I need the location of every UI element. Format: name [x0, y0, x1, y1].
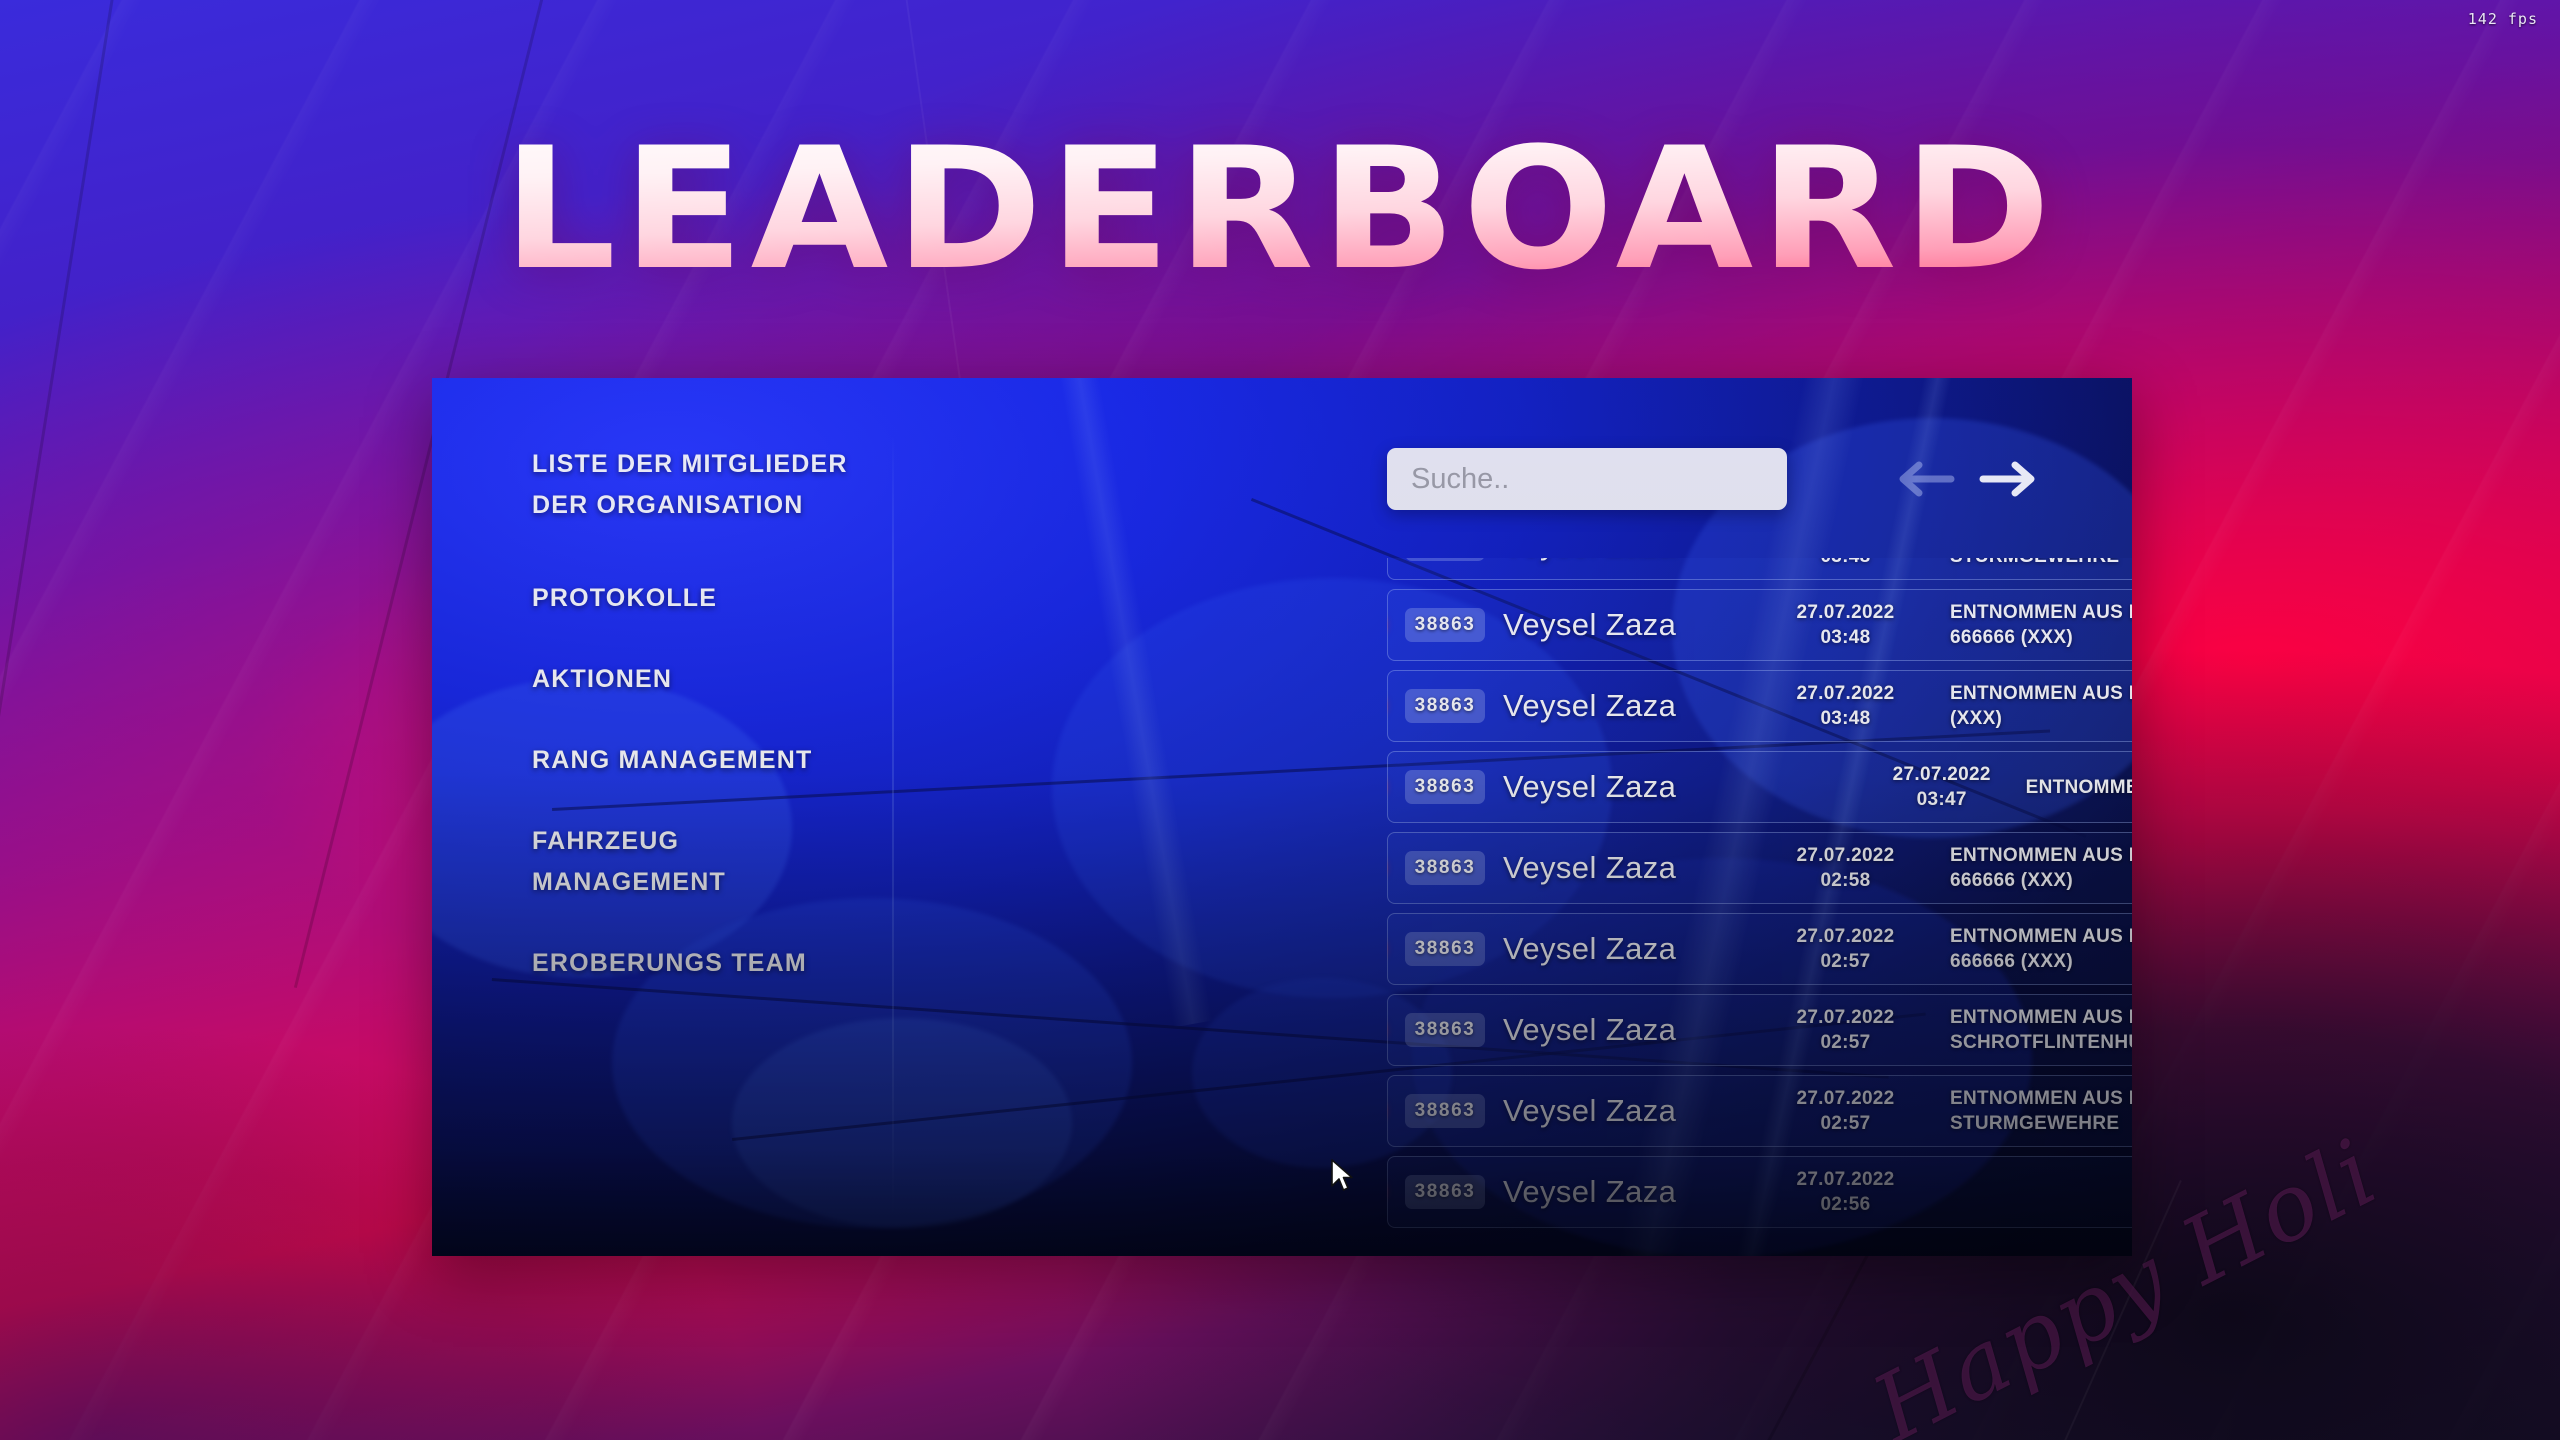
sidebar-item-protokolle[interactable]: PROTOKOLLE — [532, 584, 718, 612]
arrow-left-icon[interactable] — [1891, 457, 1955, 501]
page-title: LEADERBOARD — [0, 125, 2560, 293]
log-timestamp: 27.07.2022 03:48 — [1796, 602, 1895, 648]
log-description: ENTNOMMEN AUS DEM BESTAND 1 STURMGEWEHR … — [1950, 602, 2132, 648]
log-timestamp: 27.07.2022 02:57 — [1796, 926, 1895, 972]
leaderboard-panel: LISTE DER MITGLIEDER DER ORGANISATION PR… — [432, 378, 2132, 1256]
log-timestamp: 27.07.2022 02:56 — [1796, 1169, 1895, 1215]
activity-log-rows: 38863 Veysel Zaza 27.07.2022 03:48 ENTNOMME… — [1387, 558, 2132, 1237]
log-description: ENTNOMMEN AUS DEM BESTAND 200 MUNITION F… — [1950, 1088, 2132, 1134]
member-id-badge: 38863 — [1405, 689, 1485, 723]
sidebar-item-rang-management[interactable]: RANG MANAGEMENT — [532, 746, 813, 774]
member-id-badge: 38863 — [1405, 851, 1485, 885]
log-description: ENTNOMMEN AUS DEM BESTAND 1 REVOLVER 666… — [1950, 683, 2132, 729]
member-name: Veysel Zaza — [1503, 1174, 1677, 1209]
table-row[interactable]: 38863 Veysel Zaza 27.07.2022 02:57 ENTNOMME… — [1387, 913, 2132, 985]
member-name: Veysel Zaza — [1503, 769, 1677, 804]
member-name: Veysel Zaza — [1503, 1093, 1677, 1128]
member-name: Veysel Zaza — [1503, 850, 1677, 885]
member-id-badge: 38863 — [1405, 770, 1485, 804]
member-id-badge: 38863 — [1405, 932, 1485, 966]
member-name: Veysel Zaza — [1503, 1012, 1677, 1047]
table-row[interactable]: 38863 Veysel Zaza 27.07.2022 02:57 ENTNOMME… — [1387, 1075, 2132, 1147]
member-id-badge: 38863 — [1405, 608, 1485, 642]
sidebar-item-eroberungs-team[interactable]: EROBERUNGS TEAM — [532, 949, 807, 977]
sidebar-item-aktionen[interactable]: AKTIONEN — [532, 665, 673, 693]
sidebar: LISTE DER MITGLIEDER DER ORGANISATION PR… — [432, 378, 892, 1256]
table-row[interactable]: 38863 Veysel Zaza 27.07.2022 03:47 ENTNOMME… — [1387, 751, 2132, 823]
member-id-badge: 38863 — [1405, 1013, 1485, 1047]
member-name: Veysel Zaza — [1503, 688, 1677, 723]
log-timestamp: 27.07.2022 02:57 — [1796, 1007, 1895, 1053]
table-row[interactable]: 38863 Veysel Zaza 27.07.2022 02:57 ENTNOMME… — [1387, 994, 2132, 1066]
log-description: ENTNOMMEN AUS DEM BESTAND 1 STURMGEWEHR … — [1950, 926, 2132, 972]
member-id-badge: 38863 — [1405, 1175, 1485, 1209]
table-row[interactable]: 38863 Veysel Zaza 27.07.2022 02:58 ENTNOMME… — [1387, 832, 2132, 904]
toolbar — [1387, 448, 2043, 510]
activity-log-list[interactable]: 38863 Veysel Zaza 27.07.2022 03:48 ENTNOMME… — [1387, 558, 2132, 1248]
log-timestamp: 27.07.2022 03:47 — [1892, 764, 1991, 810]
log-description: ENTNOMMEN AUS DEM BESTAND 1 VAGOS-WESTE — [2025, 776, 2132, 798]
member-name: Veysel Zaza — [1503, 931, 1677, 966]
log-timestamp: 27.07.2022 03:48 — [1753, 558, 1938, 569]
member-name: Veysel Zaza — [1503, 558, 1753, 562]
log-timestamp: 27.07.2022 03:48 — [1796, 683, 1895, 729]
log-description: ENTNOMMEN AUS DEM BESTAND 200 MUNITION F… — [1938, 558, 2132, 569]
log-description: ENTNOMMEN AUS DEM BESTAND 20 SCHROTFLINT… — [1950, 1007, 2132, 1053]
search-input[interactable] — [1387, 448, 1787, 510]
sidebar-item-fahrzeug-management[interactable]: FAHRZEUG MANAGEMENT — [532, 827, 726, 896]
arrow-right-icon[interactable] — [1979, 457, 2043, 501]
member-name: Veysel Zaza — [1503, 607, 1677, 642]
table-row[interactable]: 38863 Veysel Zaza 27.07.2022 03:48 ENTNOMME… — [1387, 670, 2132, 742]
table-row[interactable]: 38863 Veysel Zaza 27.07.2022 03:48 ENTNOMME… — [1387, 589, 2132, 661]
member-id-badge: 38863 — [1405, 1094, 1485, 1128]
member-id-badge: 38863 — [1405, 558, 1485, 561]
log-timestamp: 27.07.2022 02:57 — [1796, 1088, 1895, 1134]
pagination-controls — [1891, 457, 2043, 501]
table-row[interactable]: 38863 Veysel Zaza 27.07.2022 02:56 — [1387, 1156, 2132, 1228]
log-description: ENTNOMMEN AUS DEM BESTAND 1 SCHROTFLINTE… — [1950, 845, 2132, 891]
fps-counter: 142 fps — [2467, 10, 2538, 28]
log-timestamp: 27.07.2022 02:58 — [1796, 845, 1895, 891]
sidebar-item-members[interactable]: LISTE DER MITGLIEDER DER ORGANISATION — [532, 450, 848, 519]
